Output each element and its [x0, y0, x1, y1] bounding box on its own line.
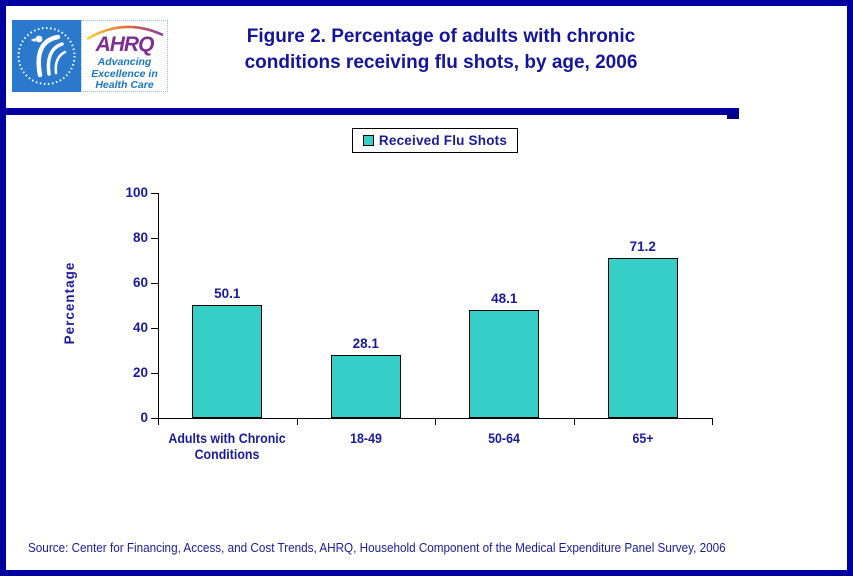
- source-note: Source: Center for Financing, Access, an…: [28, 540, 726, 555]
- x-tick-mark: [573, 419, 575, 425]
- legend: Received Flu Shots: [352, 128, 518, 153]
- bar-chart: 0 20 40 60 80 100 50.1 Adults with Chronic Cond…: [6, 6, 847, 570]
- ahrq-tagline: Advancing Excellence in Health Care: [82, 56, 167, 92]
- x-category-label: 18-49: [349, 431, 382, 446]
- legend-swatch-icon: [362, 135, 374, 146]
- y-tick-mark: [151, 238, 158, 239]
- bar-18-49: [330, 354, 401, 418]
- bar-value-label: 48.1: [491, 290, 518, 306]
- bar-Adults with Chronic Conditions: [192, 305, 263, 418]
- y-tick-label: 100: [125, 185, 148, 200]
- page-title-line2: conditions receiving flu shots, by age, …: [244, 52, 638, 73]
- x-axis-line: [158, 418, 713, 419]
- bar-50-64: [469, 309, 540, 418]
- bar-65+: [607, 257, 678, 418]
- x-category-label: Adults with Chronic Conditions: [168, 431, 286, 462]
- y-tick-mark: [151, 418, 158, 419]
- header-divider-shadow: [727, 113, 739, 119]
- x-category-label: 50-64: [488, 431, 521, 446]
- bar-value-label: 28.1: [352, 335, 379, 351]
- ahrq-tagline-line2: Excellence in: [91, 67, 158, 80]
- y-tick-label: 20: [132, 365, 148, 380]
- bar-value-label: 50.1: [214, 286, 241, 302]
- ahrq-tagline-line3: Health Care: [95, 79, 154, 91]
- x-category-label: 65+: [632, 431, 654, 446]
- ahrq-logo: AHRQ Advancing Excellence in Health Care: [81, 20, 168, 92]
- y-tick-label: 60: [132, 275, 148, 290]
- y-tick-label: 40: [132, 320, 148, 335]
- ahrq-swoosh-icon: [86, 25, 164, 41]
- y-axis-title: Percentage: [62, 261, 77, 345]
- y-tick-label: 80: [132, 230, 148, 245]
- y-axis-line: [158, 193, 159, 419]
- y-tick-mark: [151, 283, 158, 284]
- page-title: Figure 2. Percentage of adults with chro…: [161, 24, 721, 76]
- header-divider-rule: [6, 108, 739, 115]
- ahrq-tagline-line1: Advancing: [97, 56, 152, 68]
- legend-label: Received Flu Shots: [378, 133, 508, 148]
- x-tick-mark: [435, 419, 436, 425]
- y-tick-mark: [151, 328, 158, 329]
- x-tick-mark: [296, 419, 298, 425]
- hhs-eagle-icon: [17, 27, 76, 85]
- bar-value-label: 71.2: [629, 238, 656, 254]
- hhs-logo: [12, 20, 81, 92]
- ahrq-acronym: AHRQ: [95, 33, 155, 56]
- x-tick-mark: [158, 419, 159, 425]
- x-tick-mark: [712, 419, 713, 425]
- page-title-line1: Figure 2. Percentage of adults with chro…: [246, 26, 636, 47]
- y-tick-label: 0: [140, 410, 148, 425]
- y-tick-mark: [151, 373, 158, 374]
- y-tick-mark: [151, 193, 158, 194]
